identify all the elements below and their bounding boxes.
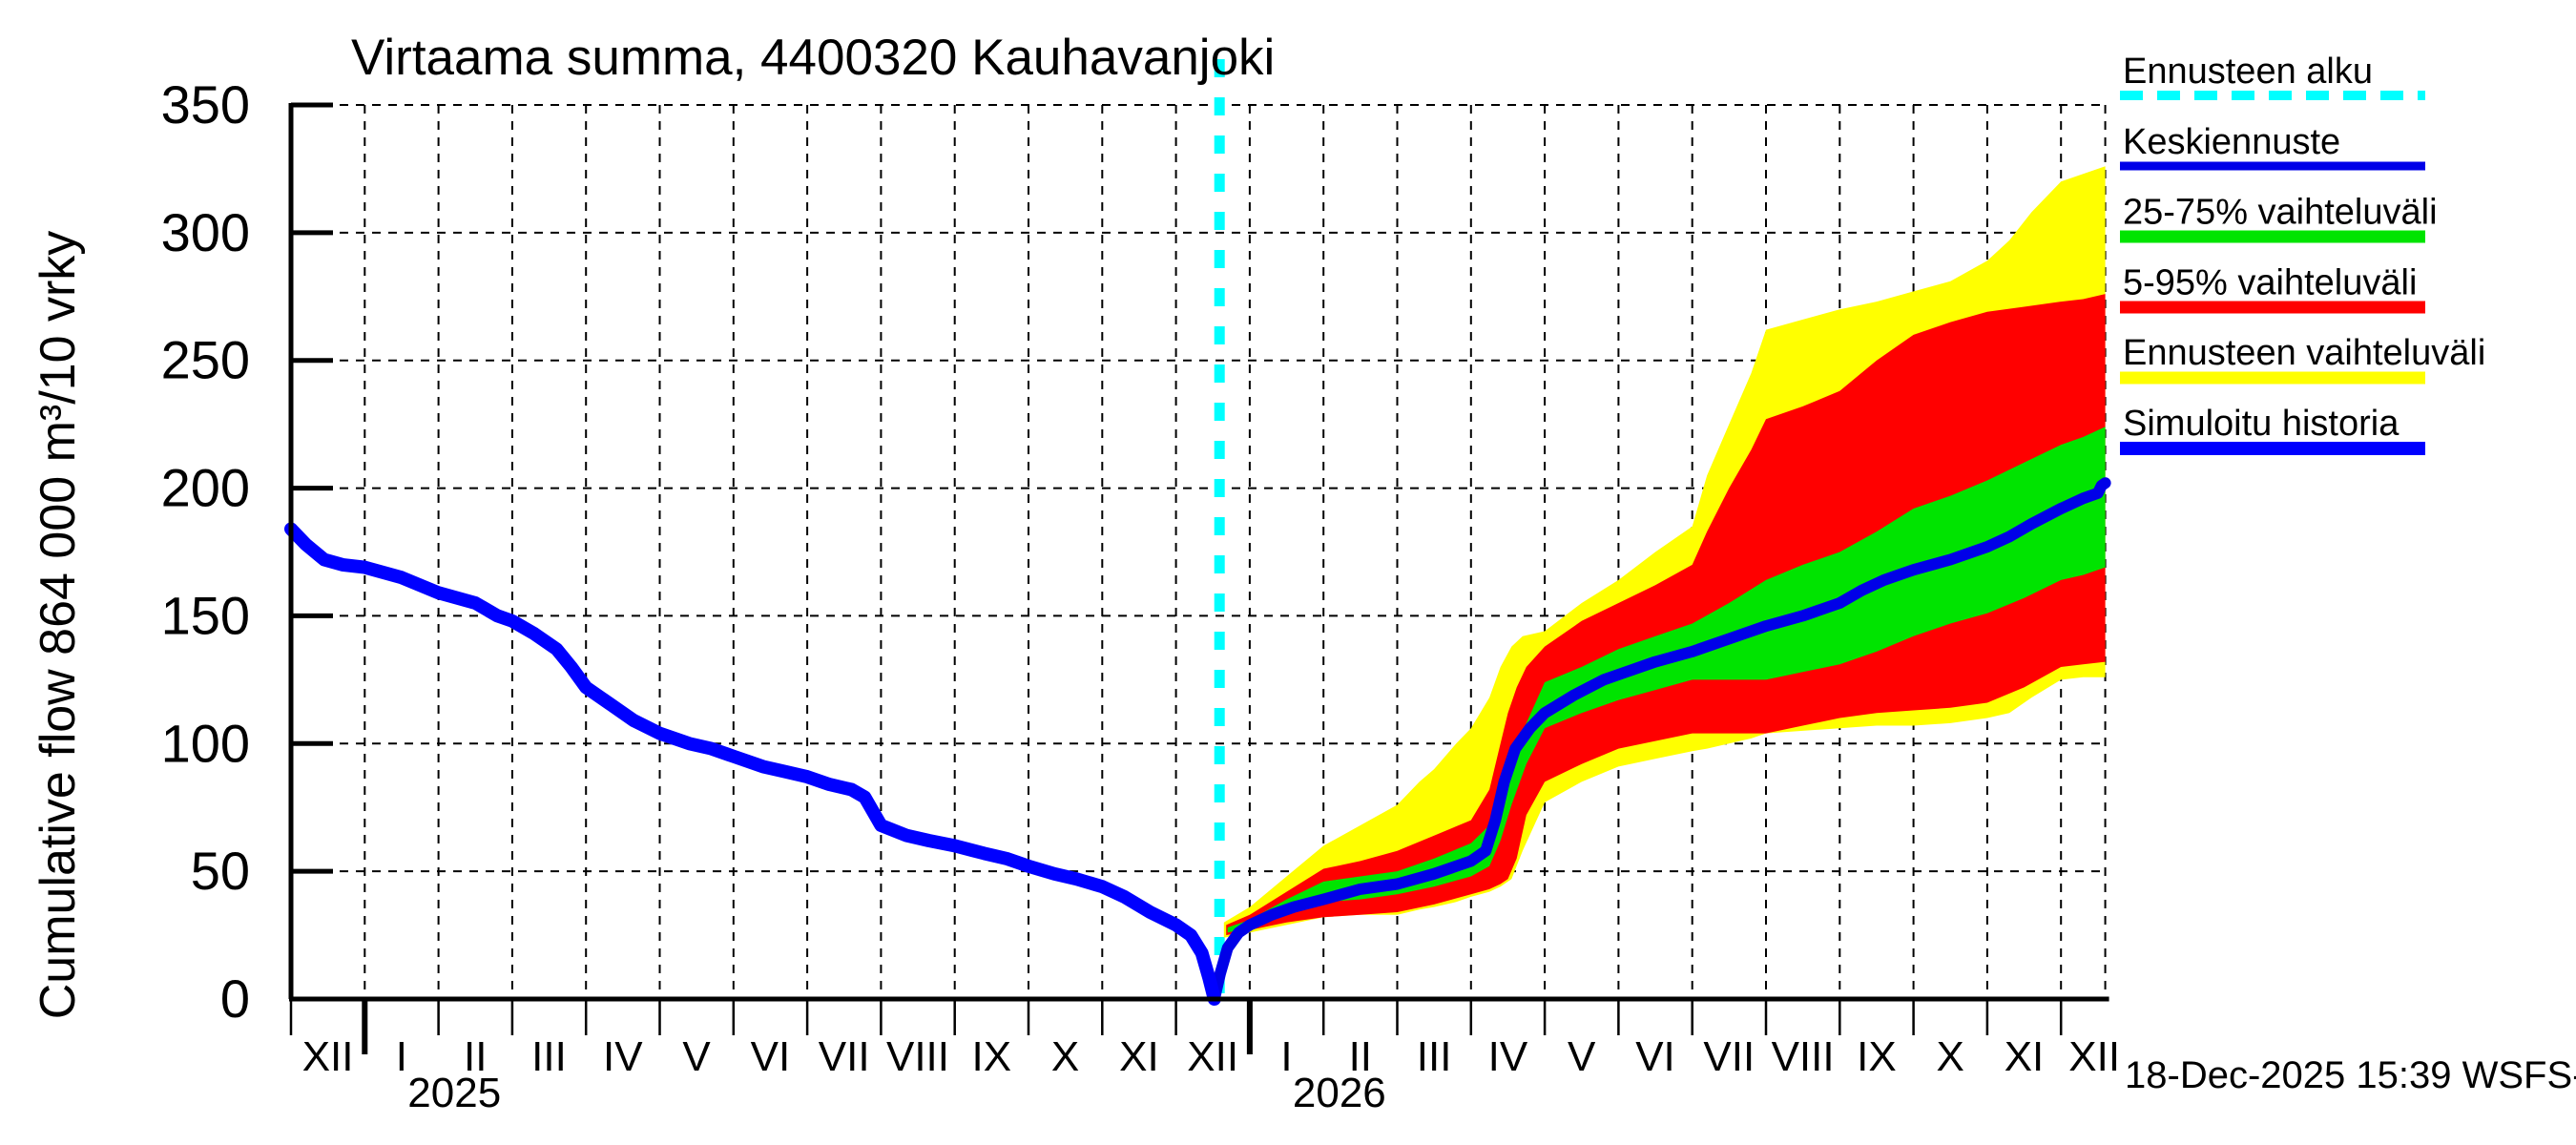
lines-layer [284,477,2111,1006]
y-tick-label: 100 [161,713,250,773]
timestamp: 18-Dec-2025 15:39 WSFS-O [2125,1054,2576,1096]
y-tick-label: 200 [161,458,250,518]
x-month-label: XII [302,1033,354,1080]
x-month-label: IV [1488,1033,1528,1080]
x-month-label: VII [819,1033,870,1080]
x-month-label: V [682,1033,711,1080]
x-month-label: VII [1703,1033,1755,1080]
legend-label: 5-95% vaihteluväli [2123,262,2417,302]
median-forecast-line [1208,477,2111,1005]
legend-swatch-bar [2120,230,2425,243]
x-month-label: XI [2005,1033,2045,1080]
x-month-label: VI [1635,1033,1675,1080]
x-month-label: I [1280,1033,1292,1080]
x-year-label: 2025 [407,1070,501,1116]
x-year-label: 2026 [1293,1070,1386,1116]
x-month-label: VIII [886,1033,949,1080]
x-month-label: XII [1187,1033,1238,1080]
y-tick-label: 350 [161,74,250,135]
y-tick-label: 50 [191,841,250,901]
x-month-label: I [396,1033,407,1080]
bands-layer [1223,166,2106,938]
legend-swatch-bar [2120,301,2425,314]
legend-label: Ennusteen vaihteluväli [2123,333,2485,373]
y-tick-label: 300 [161,202,250,262]
legend-label: Simuloitu historia [2123,404,2399,444]
x-month-label: II [1349,1033,1372,1080]
x-month-label: XI [1119,1033,1159,1080]
x-month-label: X [1051,1033,1079,1080]
x-month-label: III [531,1033,567,1080]
x-month-label: IV [603,1033,643,1080]
legend: Ennusteen alku Keskiennuste 25-75% vaihtel… [2120,52,2485,455]
chart-title: Virtaama summa, 4400320 Kauhavanjoki [351,30,1275,86]
y-axis-title: Cumulative flow 864 000 m³/10 vrky [31,231,86,1020]
y-tick-label: 150 [161,585,250,645]
x-month-label: V [1568,1033,1596,1080]
legend-label: Keskiennuste [2123,122,2340,162]
x-month-label: III [1417,1033,1452,1080]
x-month-label: II [464,1033,487,1080]
band-25-75 [1227,427,2106,933]
x-month-label: XII [2068,1033,2120,1080]
y-tick-label: 0 [220,968,250,1029]
x-month-label: VI [751,1033,791,1080]
legend-swatch-bar [2120,371,2425,385]
legend-swatch-bar [2120,442,2425,455]
axes-layer [288,102,2109,1054]
x-month-label: IX [972,1033,1012,1080]
simulated-history-line [284,522,1221,1006]
x-month-label: X [1937,1033,1964,1080]
legend-label: Ennusteen alku [2123,52,2373,92]
x-month-label: VIII [1772,1033,1835,1080]
x-month-label: IX [1857,1033,1897,1080]
legend-label: 25-75% vaihteluväli [2123,193,2438,233]
band-5-95 [1226,294,2106,936]
y-tick-label: 250 [161,330,250,390]
